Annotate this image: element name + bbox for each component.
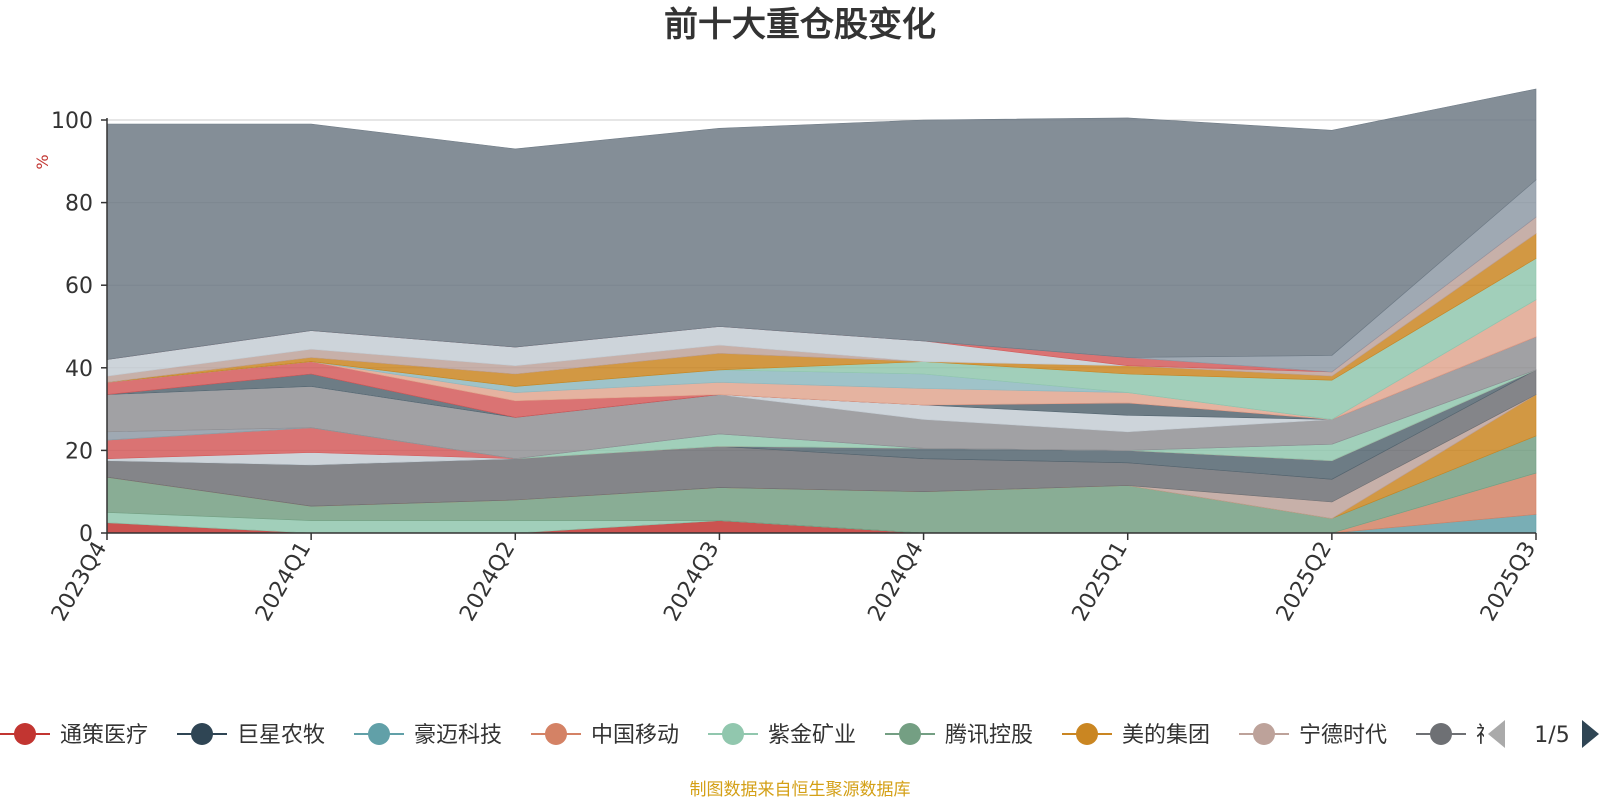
- x-tick-label: 2024Q4: [863, 538, 928, 626]
- x-tick-label: 2024Q3: [659, 538, 724, 626]
- legend-page-indicator: 1/5: [1534, 723, 1569, 748]
- legend-label: 紫金矿业: [768, 723, 856, 748]
- legend-item[interactable]: 宁德时代: [1239, 723, 1387, 748]
- legend-item[interactable]: 紫金矿业: [708, 723, 856, 748]
- legend-marker: [1253, 723, 1275, 745]
- legend-label: 巨星农牧: [237, 723, 325, 748]
- legend-item[interactable]: 美的集团: [1062, 723, 1210, 748]
- x-tick-label: 2024Q2: [455, 538, 520, 626]
- legend-prev-icon[interactable]: [1488, 720, 1505, 748]
- legend-item[interactable]: 豪迈科技: [354, 723, 502, 748]
- legend-marker: [191, 723, 213, 745]
- y-tick-label: 80: [65, 192, 93, 217]
- legend-label: 豪迈科技: [414, 723, 502, 748]
- legend-marker: [722, 723, 744, 745]
- y-tick-label: 40: [65, 357, 93, 382]
- source-note: 制图数据来自恒生聚源数据库: [690, 780, 911, 800]
- legend-marker: [545, 723, 567, 745]
- y-axis-unit-label: %: [33, 154, 52, 169]
- chart-title: 前十大重仓股变化: [664, 5, 936, 45]
- legend-label: 中国移动: [591, 723, 679, 748]
- legend-label: 宁德时代: [1299, 723, 1387, 748]
- legend-marker: [14, 723, 36, 745]
- legend-marker: [899, 723, 921, 745]
- legend-label: 美的集团: [1122, 723, 1210, 748]
- legend-next-icon[interactable]: [1582, 720, 1599, 748]
- y-tick-label: 60: [65, 274, 93, 299]
- legend-item[interactable]: 腾讯控股: [885, 723, 1033, 748]
- legend-marker: [368, 723, 390, 745]
- x-tick-label: 2025Q1: [1068, 538, 1133, 626]
- legend-label: 通策医疗: [60, 723, 148, 748]
- area-series-26: [106, 88, 1537, 360]
- legend-marker: [1076, 723, 1098, 745]
- y-tick-label: 20: [65, 439, 93, 464]
- stacked-area-series: [106, 88, 1537, 534]
- legend-item[interactable]: 通策医疗: [0, 723, 148, 748]
- legend-label: 腾讯控股: [945, 723, 1033, 748]
- legend-marker: [1430, 723, 1452, 745]
- legend: 通策医疗巨星农牧豪迈科技中国移动紫金矿业腾讯控股美的集团宁德时代祥1/5: [0, 714, 1600, 754]
- legend-item[interactable]: 巨星农牧: [177, 723, 325, 748]
- x-tick-label: 2023Q4: [47, 538, 112, 626]
- x-tick-label: 2024Q1: [251, 538, 316, 626]
- y-tick-label: 100: [51, 109, 93, 134]
- x-tick-label: 2025Q2: [1272, 538, 1337, 626]
- x-tick-label: 2025Q3: [1476, 538, 1541, 626]
- y-tick-label: 0: [79, 522, 93, 547]
- legend-item[interactable]: 中国移动: [531, 723, 679, 748]
